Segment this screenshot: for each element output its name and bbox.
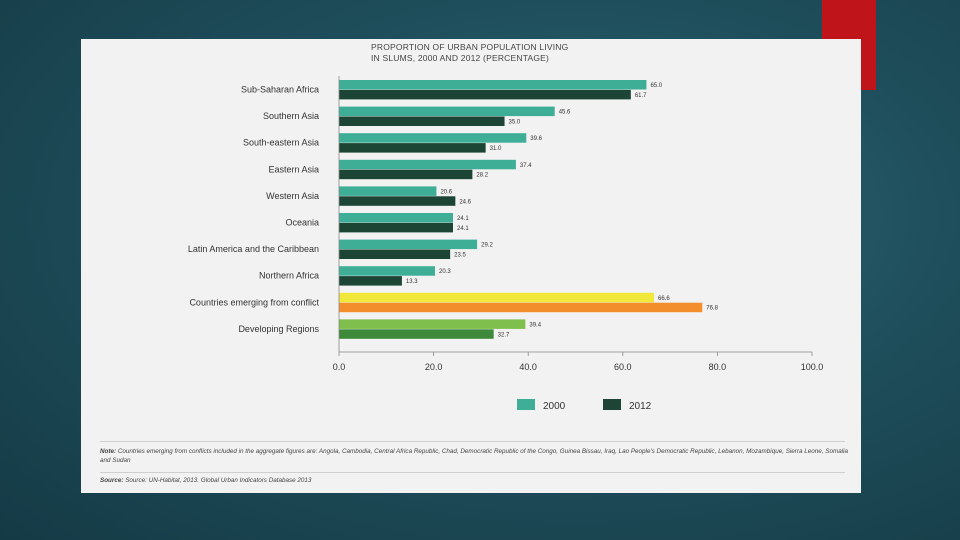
bar-chart: Sub-Saharan Africa 65.061.7 Southern Asia 4… bbox=[188, 76, 824, 412]
category-label-oceania: Oceania bbox=[285, 218, 319, 228]
category-label-latin-america-and-the-caribbean: Latin America and the Caribbean bbox=[188, 244, 319, 254]
value-label-latin-america-and-the-caribbean-2000: 29.2 bbox=[481, 243, 493, 249]
bar-eastern-asia-2000 bbox=[339, 159, 516, 170]
value-label-latin-america-and-the-caribbean-2012: 23.5 bbox=[454, 253, 466, 259]
bar-western-asia-2012 bbox=[339, 196, 456, 206]
category-label-southern-asia: Southern Asia bbox=[263, 111, 319, 121]
value-label-northern-africa-2000: 20.3 bbox=[439, 269, 451, 275]
bar-sub-saharan-africa-2000 bbox=[339, 80, 647, 90]
value-label-developing-regions-2012: 32.7 bbox=[498, 332, 510, 338]
x-tick-label-100.0: 100.0 bbox=[801, 362, 824, 372]
category-label-eastern-asia: Eastern Asia bbox=[268, 164, 319, 174]
divider bbox=[100, 472, 845, 473]
value-label-countries-emerging-from-conflict-2000: 66.6 bbox=[658, 296, 670, 302]
value-label-oceania-2000: 24.1 bbox=[457, 216, 469, 222]
category-label-countries-emerging-from-conflict: Countries emerging from conflict bbox=[189, 297, 319, 307]
category-label-northern-africa: Northern Africa bbox=[259, 271, 319, 281]
note-label: Note: bbox=[100, 448, 117, 455]
bar-south-eastern-asia-2000 bbox=[339, 133, 527, 143]
chart-title: PROPORTION OF URBAN POPULATION LIVING IN… bbox=[371, 42, 671, 64]
value-label-countries-emerging-from-conflict-2012: 76.8 bbox=[706, 306, 718, 312]
value-label-sub-saharan-africa-2000: 65.0 bbox=[650, 83, 662, 89]
value-label-western-asia-2000: 20.6 bbox=[440, 189, 452, 195]
legend-label-2000: 2000 bbox=[543, 401, 566, 412]
x-tick-label-0.0: 0.0 bbox=[333, 362, 346, 372]
bar-countries-emerging-from-conflict-2012 bbox=[339, 302, 703, 313]
x-tick-label-80.0: 80.0 bbox=[709, 362, 727, 372]
category-label-sub-saharan-africa: Sub-Saharan Africa bbox=[241, 85, 319, 95]
bar-developing-regions-2000 bbox=[339, 319, 526, 329]
bar-latin-america-and-the-caribbean-2012 bbox=[339, 249, 451, 259]
source-text: Source: Source: UN-Habitat, 2013. Global… bbox=[100, 476, 860, 485]
bar-countries-emerging-from-conflict-2000 bbox=[339, 292, 655, 303]
value-label-developing-regions-2000: 39.4 bbox=[529, 322, 541, 328]
bar-southern-asia-2012 bbox=[339, 116, 505, 126]
divider bbox=[100, 441, 845, 442]
legend-swatch-2000 bbox=[517, 399, 535, 410]
legend-swatch-2012 bbox=[603, 399, 621, 410]
value-label-southern-asia-2000: 45.6 bbox=[559, 110, 571, 116]
bar-latin-america-and-the-caribbean-2000 bbox=[339, 239, 478, 250]
note-body: Countries emerging from conflicts includ… bbox=[100, 448, 849, 464]
bar-oceania-2000 bbox=[339, 213, 453, 223]
bar-south-eastern-asia-2012 bbox=[339, 143, 486, 153]
bar-southern-asia-2000 bbox=[339, 106, 555, 117]
chart-title-line-2: IN SLUMS, 2000 AND 2012 (PERCENTAGE) bbox=[371, 53, 550, 63]
bar-oceania-2012 bbox=[339, 222, 453, 233]
value-label-southern-asia-2012: 35.0 bbox=[509, 120, 521, 126]
bar-western-asia-2000 bbox=[339, 186, 437, 196]
bar-developing-regions-2012 bbox=[339, 329, 494, 339]
value-label-south-eastern-asia-2012: 31.0 bbox=[490, 146, 502, 152]
value-label-south-eastern-asia-2000: 39.6 bbox=[530, 136, 542, 142]
value-label-northern-africa-2012: 13.3 bbox=[406, 279, 418, 285]
x-tick-label-60.0: 60.0 bbox=[614, 362, 632, 372]
value-label-eastern-asia-2012: 28.2 bbox=[476, 173, 488, 179]
category-label-south-eastern-asia: South-eastern Asia bbox=[243, 138, 319, 148]
value-label-eastern-asia-2000: 37.4 bbox=[520, 163, 532, 169]
chart-panel: PROPORTION OF URBAN POPULATION LIVING IN… bbox=[81, 39, 861, 493]
bar-eastern-asia-2012 bbox=[339, 169, 473, 180]
source-body: Source: UN-Habitat, 2013. Global Urban I… bbox=[125, 477, 312, 484]
category-label-developing-regions: Developing Regions bbox=[238, 324, 319, 334]
value-label-sub-saharan-africa-2012: 61.7 bbox=[635, 93, 647, 99]
bar-northern-africa-2000 bbox=[339, 266, 436, 276]
x-tick-label-40.0: 40.0 bbox=[519, 362, 537, 372]
legend-label-2012: 2012 bbox=[629, 401, 652, 412]
category-label-western-asia: Western Asia bbox=[266, 191, 319, 201]
value-label-western-asia-2012: 24.6 bbox=[459, 199, 471, 205]
value-label-oceania-2012: 24.1 bbox=[457, 226, 469, 232]
chart-title-line-1: PROPORTION OF URBAN POPULATION LIVING bbox=[371, 42, 569, 52]
note-text: Note: Countries emerging from conflicts … bbox=[100, 447, 860, 465]
bar-northern-africa-2012 bbox=[339, 276, 402, 286]
bar-sub-saharan-africa-2012 bbox=[339, 89, 631, 100]
x-tick-label-20.0: 20.0 bbox=[425, 362, 443, 372]
source-label: Source: bbox=[100, 477, 124, 484]
